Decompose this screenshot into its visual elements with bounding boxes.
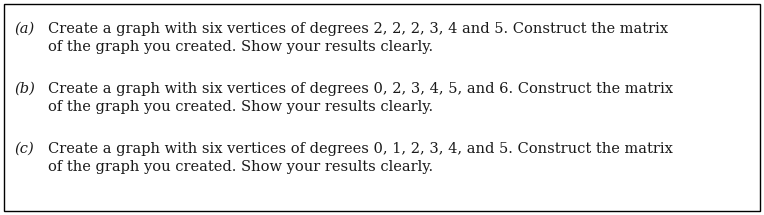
Text: of the graph you created. Show your results clearly.: of the graph you created. Show your resu… <box>48 100 433 114</box>
Text: (a): (a) <box>14 22 34 36</box>
Text: of the graph you created. Show your results clearly.: of the graph you created. Show your resu… <box>48 40 433 54</box>
Text: (b): (b) <box>14 82 35 96</box>
Text: Create a graph with six vertices of degrees 2, 2, 2, 3, 4 and 5. Construct the m: Create a graph with six vertices of degr… <box>48 22 668 36</box>
Text: (c): (c) <box>14 142 34 156</box>
Text: Create a graph with six vertices of degrees 0, 1, 2, 3, 4, and 5. Construct the : Create a graph with six vertices of degr… <box>48 142 673 156</box>
Text: Create a graph with six vertices of degrees 0, 2, 3, 4, 5, and 6. Construct the : Create a graph with six vertices of degr… <box>48 82 673 96</box>
Text: of the graph you created. Show your results clearly.: of the graph you created. Show your resu… <box>48 160 433 174</box>
